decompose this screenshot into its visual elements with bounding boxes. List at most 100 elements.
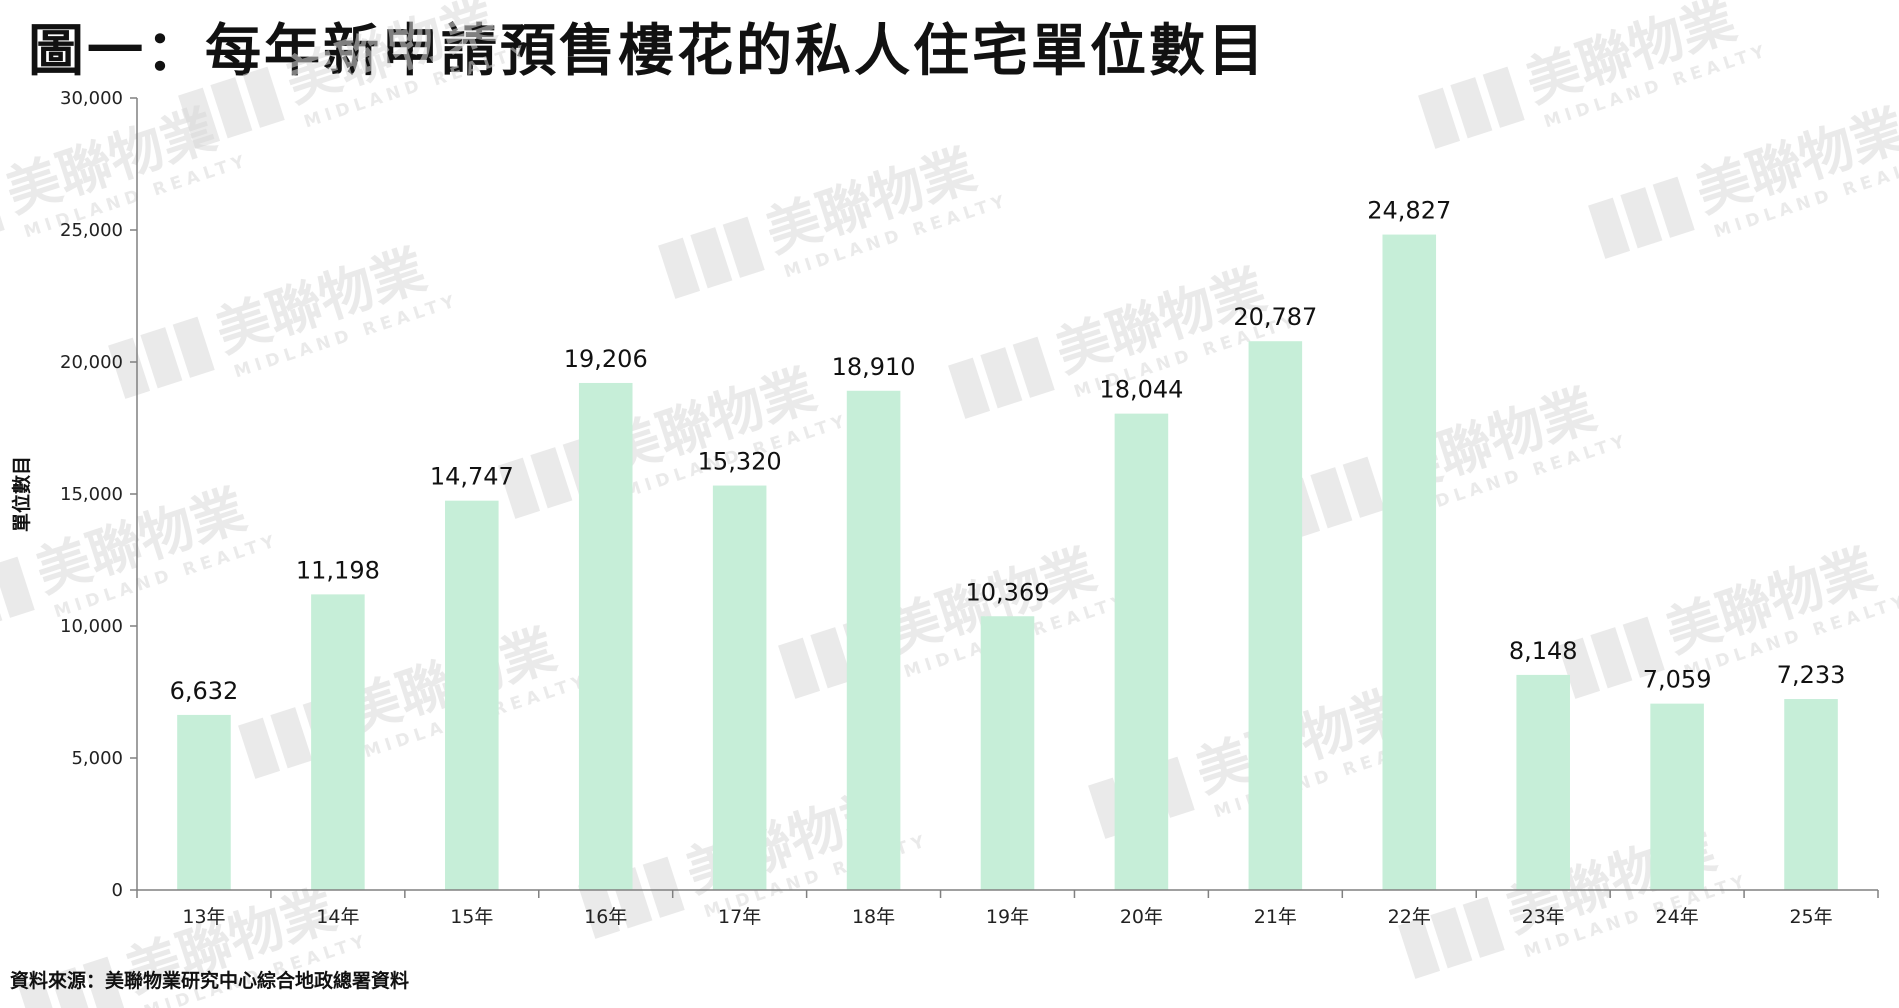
watermark-stripe (1558, 637, 1601, 699)
data-label: 20,787 (1233, 303, 1317, 331)
watermark-stripe (948, 357, 991, 419)
data-label: 7,233 (1777, 661, 1846, 689)
bar-14年 (311, 594, 365, 890)
watermark-stripe (1310, 467, 1353, 529)
watermark-stripe (238, 717, 281, 779)
y-tick-label: 15,000 (60, 484, 123, 505)
data-label: 14,747 (430, 463, 514, 491)
y-tick-label: 10,000 (60, 616, 123, 637)
data-label: 11,198 (296, 556, 380, 584)
watermark-stripe (1590, 627, 1633, 689)
y-tick-label: 20,000 (60, 352, 123, 373)
watermark-stripe (18, 977, 61, 1008)
bar-25年 (1784, 699, 1838, 890)
x-tick-label: 25年 (1789, 906, 1832, 928)
watermark-stripe (778, 637, 821, 699)
watermark-stripe (1620, 187, 1663, 249)
watermark-stripe (0, 176, 5, 238)
watermark-stripe (1652, 176, 1695, 238)
data-label: 8,148 (1509, 637, 1578, 665)
watermark-stripe (50, 967, 93, 1008)
watermark-stripe (1462, 896, 1505, 958)
watermark-stripe (1418, 87, 1461, 149)
watermark-stripe (658, 237, 701, 299)
x-tick-label: 20年 (1120, 906, 1163, 928)
x-tick-label: 16年 (584, 906, 627, 928)
x-tick-label: 15年 (450, 906, 493, 928)
data-label: 24,827 (1367, 197, 1451, 225)
data-label: 6,632 (170, 677, 239, 705)
watermark-stripe (1012, 336, 1055, 398)
bar-16年 (578, 382, 633, 890)
watermark-stripe (980, 347, 1023, 409)
x-tick-label: 13年 (182, 906, 225, 928)
bar-23年 (1516, 674, 1570, 890)
data-label: 15,320 (698, 448, 782, 476)
x-tick-label: 18年 (852, 906, 895, 928)
watermark-stripe (210, 77, 253, 139)
y-tick-label: 5,000 (71, 748, 123, 769)
x-tick-label: 21年 (1254, 906, 1297, 928)
bar-13年 (177, 714, 231, 890)
watermark-stripe (1482, 66, 1525, 128)
bar-19年 (980, 616, 1035, 890)
y-tick-label: 25,000 (60, 220, 123, 241)
bar-22年 (1382, 234, 1437, 890)
bar-21年 (1248, 341, 1303, 890)
watermark-stripe (242, 66, 285, 128)
bar-20年 (1114, 413, 1169, 890)
bar-17年 (712, 485, 767, 890)
y-tick-label: 0 (112, 880, 123, 901)
watermark-stripe (642, 856, 685, 918)
watermark-stripe (270, 707, 313, 769)
x-tick-label: 17年 (718, 906, 761, 928)
watermark-stripe (1430, 907, 1473, 969)
bars-layer (177, 234, 1838, 890)
bar-24年 (1650, 703, 1704, 890)
watermark-stripe (530, 447, 573, 509)
watermark-stripe (172, 316, 215, 378)
axis-layer: 0 5,000 10,000 15,000 20,000 25,000 30,000 單位數目 (10, 88, 1879, 901)
data-label: 18,910 (832, 353, 916, 381)
y-tick-label: 30,000 (60, 88, 123, 109)
watermark-stripe (1622, 616, 1665, 678)
x-tick-label: 24年 (1656, 906, 1699, 928)
x-tick-label: 22年 (1388, 906, 1431, 928)
data-label: 7,059 (1643, 666, 1712, 694)
watermark-stripe (810, 627, 853, 689)
chart-title: 圖一：每年新申請預售樓花的私人住宅單位數目 (28, 19, 1267, 84)
data-label: 19,206 (564, 345, 648, 373)
watermark-stripe (1588, 197, 1631, 259)
data-label: 18,044 (1099, 376, 1183, 404)
watermark-stripe (178, 87, 221, 149)
watermark-stripe (1450, 77, 1493, 139)
watermark-stripe (498, 457, 541, 519)
y-axis-title: 單位數目 (10, 456, 33, 532)
x-tick-label: 23年 (1522, 906, 1565, 928)
watermark-stripe (1398, 917, 1441, 979)
data-label: 10,369 (966, 578, 1050, 606)
watermark-stripe (140, 327, 183, 389)
watermark-stripe (82, 956, 125, 1008)
x-tick-label: 19年 (986, 906, 1029, 928)
x-tick-label: 14年 (316, 906, 359, 928)
labels-layer: 6,632 13年 11,198 14年 14,747 15年 19,206 16年 15,32… (170, 197, 1846, 928)
bar-15年 (445, 500, 499, 890)
bar-18年 (846, 390, 901, 890)
watermark-stripe (0, 556, 35, 618)
watermark-stripe (690, 227, 733, 289)
